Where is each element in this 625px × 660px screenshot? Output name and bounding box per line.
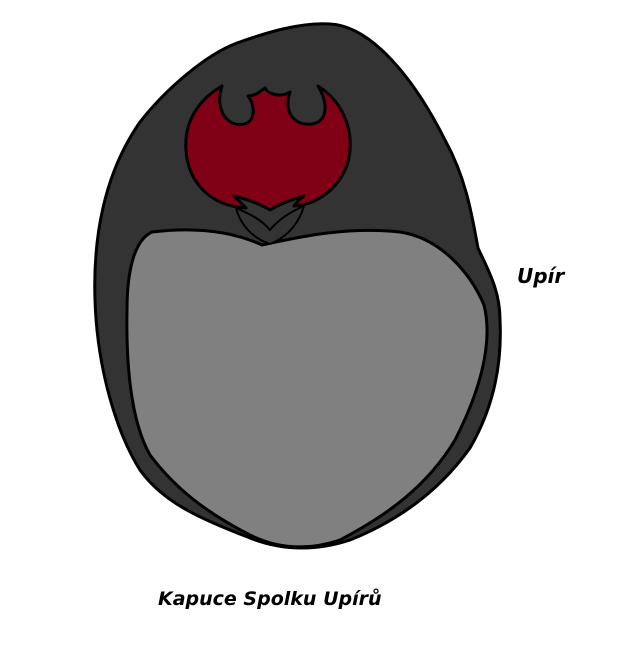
hood-seam bbox=[235, 205, 305, 245]
face-opening bbox=[125, 228, 489, 549]
drawing-caption: Kapuce Spolku Upírů bbox=[158, 588, 382, 610]
side-label: Upír bbox=[517, 264, 565, 288]
bat-emblem-icon bbox=[184, 84, 352, 212]
